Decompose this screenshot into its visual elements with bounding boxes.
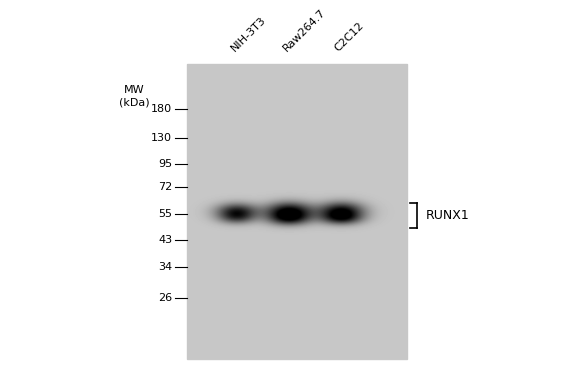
Text: MW
(kDa): MW (kDa) (119, 85, 150, 107)
Text: 72: 72 (158, 182, 172, 192)
Text: 95: 95 (158, 158, 172, 169)
Text: 180: 180 (151, 104, 172, 113)
Text: 55: 55 (158, 209, 172, 219)
Text: Raw264.7: Raw264.7 (281, 7, 327, 53)
Text: 43: 43 (158, 235, 172, 245)
Text: RUNX1: RUNX1 (426, 209, 470, 222)
Text: 34: 34 (158, 262, 172, 271)
Text: C2C12: C2C12 (333, 20, 366, 53)
Text: NIH-3T3: NIH-3T3 (229, 15, 268, 53)
Text: 26: 26 (158, 293, 172, 304)
Text: 130: 130 (151, 133, 172, 143)
Bar (187, 64, 407, 359)
